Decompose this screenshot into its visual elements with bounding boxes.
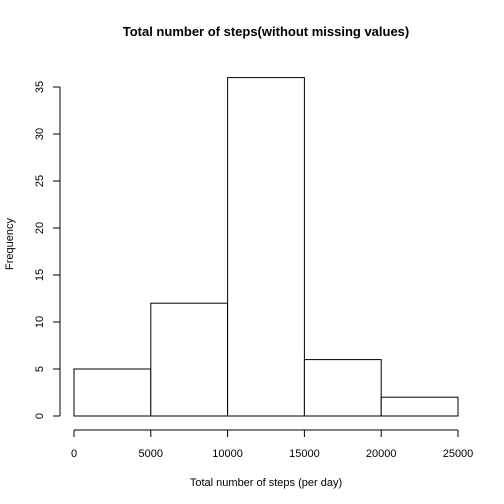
x-tick-label: 15000 xyxy=(289,448,320,460)
bars-group xyxy=(73,77,459,417)
x-tick-label: 20000 xyxy=(366,448,397,460)
y-axis: 0 5 10 15 20 25 30 35 xyxy=(34,81,61,419)
y-tick-label: 20 xyxy=(34,222,46,234)
x-axis: 0 5000 10000 15000 20000 25000 xyxy=(71,429,474,460)
y-tick-label: 25 xyxy=(34,175,46,187)
y-tick-label: 5 xyxy=(34,366,46,372)
y-tick-label: 30 xyxy=(34,128,46,140)
x-tick-label: 5000 xyxy=(139,448,163,460)
histogram-bar-2 xyxy=(227,77,305,417)
x-tick-label: 25000 xyxy=(443,448,474,460)
x-tick-label: 0 xyxy=(71,448,77,460)
y-tick-label: 15 xyxy=(34,269,46,281)
x-axis-label: Total number of steps (per day) xyxy=(190,477,342,489)
y-tick-label: 0 xyxy=(34,413,46,419)
y-tick-label: 10 xyxy=(34,316,46,328)
histogram-bar-0 xyxy=(73,368,152,417)
histogram-bar-1 xyxy=(150,302,229,417)
y-axis-label: Frequency xyxy=(4,218,16,270)
x-tick-label: 10000 xyxy=(212,448,243,460)
y-tick-label: 35 xyxy=(34,81,46,93)
chart-title: Total number of steps(without missing va… xyxy=(123,24,410,39)
histogram-bar-3 xyxy=(303,359,382,417)
histogram-bar-4 xyxy=(380,396,459,417)
